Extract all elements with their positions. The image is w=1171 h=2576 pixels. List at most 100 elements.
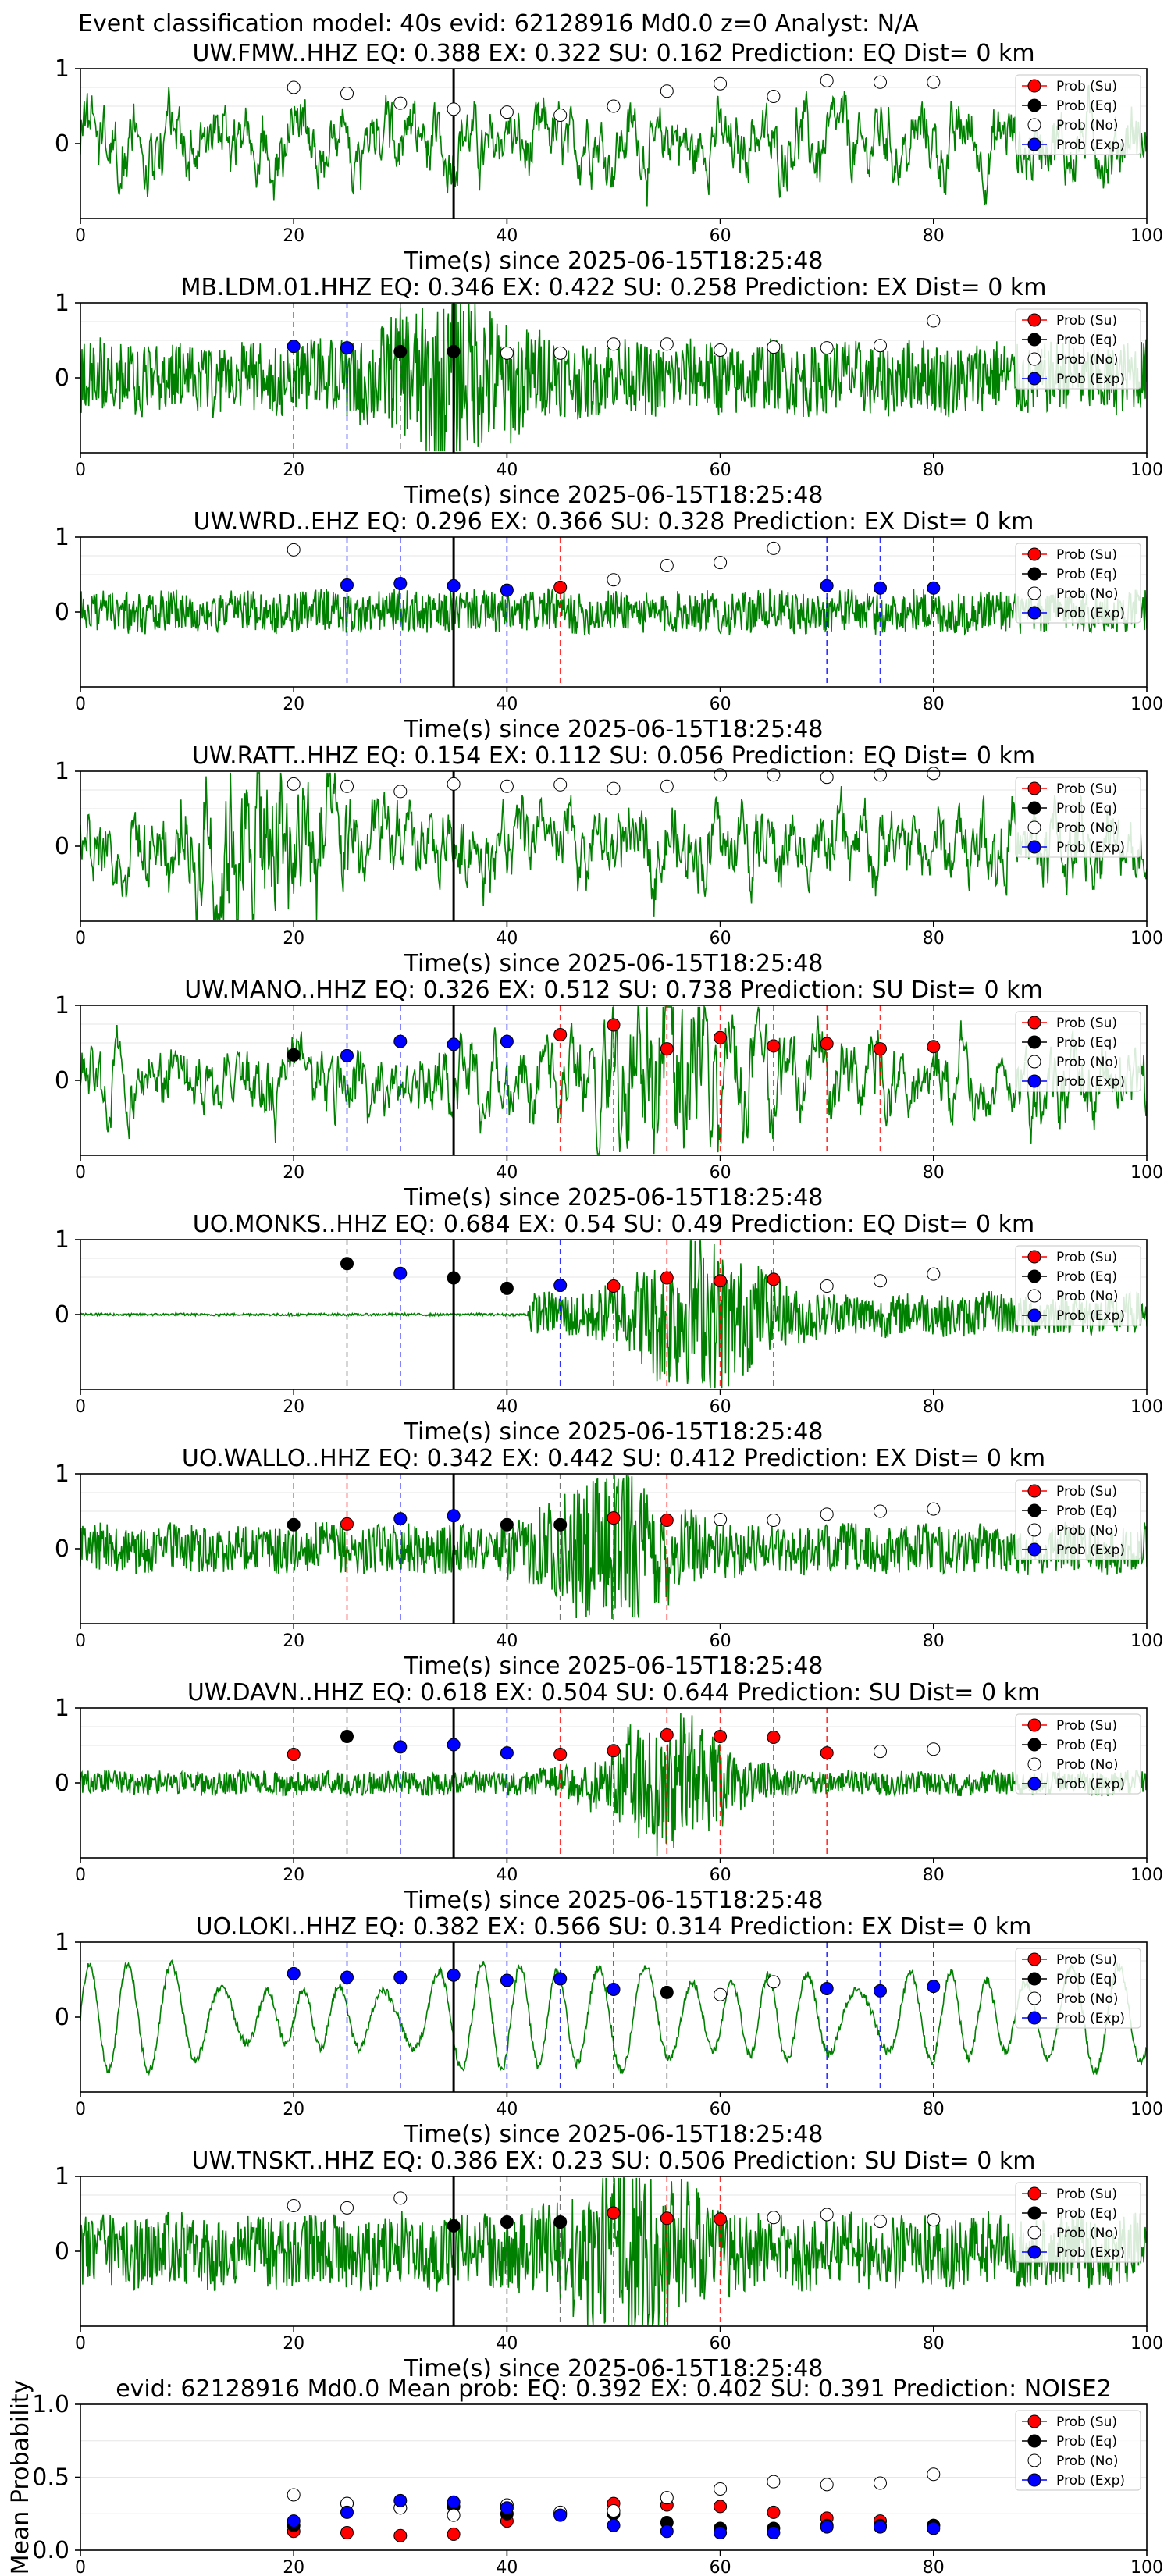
waveform-trace <box>80 588 1147 636</box>
x-tick-label: 20 <box>283 226 304 246</box>
y-tick-label: 1 <box>55 1929 69 1956</box>
prob-marker-no <box>714 76 728 91</box>
mean-prob-point-no <box>714 2482 728 2496</box>
legend-marker-exp <box>1027 1308 1041 1322</box>
y-tick-label: 1 <box>55 524 69 551</box>
prob-marker-eq <box>500 1281 514 1295</box>
prob-marker-no <box>874 2215 887 2229</box>
legend-label-exp: Prob (Exp) <box>1056 840 1125 856</box>
prob-marker-no <box>553 777 568 792</box>
prob-marker-eq <box>500 2215 514 2229</box>
prob-marker-su <box>820 1746 834 1760</box>
prob-marker-su <box>820 1037 834 1051</box>
prob-marker-eq <box>447 1271 461 1285</box>
legend-box <box>1015 543 1141 624</box>
legend-label-no: Prob (No) <box>1056 2226 1119 2241</box>
prob-marker-eq <box>393 344 408 358</box>
x-tick-label: 60 <box>710 2100 731 2119</box>
x-tick-label: 40 <box>496 1163 518 1183</box>
x-tick-label: 40 <box>496 1397 518 1417</box>
legend-box <box>1015 2410 1141 2491</box>
prob-marker-no <box>927 1502 941 1516</box>
legend-box <box>1015 74 1141 155</box>
legend-marker-eq <box>1027 1503 1041 1517</box>
legend-marker-exp <box>1027 137 1041 151</box>
y-tick-label: 0 <box>55 2238 69 2265</box>
chart-panel-7: UO.WALLO..HHZ EQ: 0.342 EX: 0.442 SU: 0.… <box>55 1445 1163 1680</box>
x-tick-label: 20 <box>283 695 304 714</box>
prob-marker-no <box>340 2201 354 2215</box>
legend-marker-su <box>1027 79 1041 93</box>
prob-marker-no <box>767 1514 781 1528</box>
x-tick-label: 0 <box>75 1397 86 1417</box>
y-tick-label: 1 <box>55 1695 69 1722</box>
prob-marker-no <box>927 1742 941 1756</box>
legend-box <box>1015 308 1141 390</box>
x-axis-label: Time(s) since 2025-06-15T18:25:48 <box>404 716 824 743</box>
prob-marker-exp <box>340 578 354 592</box>
legend-label-su: Prob (Su) <box>1056 547 1117 563</box>
prob-marker-no <box>393 785 408 799</box>
mean-prob-point-no <box>874 2476 887 2490</box>
x-tick-label: 100 <box>1130 1866 1163 1885</box>
prob-marker-no <box>393 2191 408 2205</box>
prob-marker-exp <box>927 581 941 595</box>
waveform-trace <box>80 304 1147 452</box>
x-tick-label: 100 <box>1130 1163 1163 1183</box>
prob-marker-no <box>767 541 781 555</box>
legend-marker-exp <box>1027 2011 1041 2025</box>
legend-label-eq: Prob (Eq) <box>1056 1738 1117 1753</box>
legend-label-su: Prob (Su) <box>1056 1484 1117 1500</box>
x-tick-label: 80 <box>923 1163 945 1183</box>
prob-marker-no <box>874 75 887 89</box>
y-tick-label: 0 <box>55 1770 69 1797</box>
mean-prob-point-no <box>660 2491 674 2505</box>
legend-marker-eq <box>1027 1972 1041 1986</box>
prob-marker-no <box>660 337 674 351</box>
x-tick-label: 60 <box>710 226 731 246</box>
y-tick-label: 0.0 <box>32 2537 69 2564</box>
prob-marker-su <box>660 2211 674 2226</box>
prob-marker-no <box>660 779 674 793</box>
legend-label-no: Prob (No) <box>1056 1523 1119 1539</box>
prob-marker-su <box>607 2206 621 2220</box>
mean-prob-point-exp <box>660 2524 674 2539</box>
legend-marker-exp <box>1027 1777 1041 1791</box>
prob-marker-no <box>874 1274 887 1288</box>
prob-marker-no <box>927 767 941 781</box>
panel-title: UW.DAVN..HHZ EQ: 0.618 EX: 0.504 SU: 0.6… <box>187 1679 1040 1706</box>
prob-marker-no <box>767 1975 781 1989</box>
x-tick-label: 80 <box>923 226 945 246</box>
legend-label-eq: Prob (Eq) <box>1056 1269 1117 1285</box>
prob-marker-su <box>660 1042 674 1056</box>
prob-marker-su <box>340 1517 354 1531</box>
x-tick-label: 80 <box>923 695 945 714</box>
legend-label-exp: Prob (Exp) <box>1056 606 1125 621</box>
y-tick-label: 1 <box>55 758 69 785</box>
prob-marker-exp <box>287 1966 301 1980</box>
mean-prob-point-no <box>820 2478 834 2492</box>
chart-panel-6: UO.MONKS..HHZ EQ: 0.684 EX: 0.54 SU: 0.4… <box>55 1211 1163 1446</box>
prob-marker-no <box>927 2213 941 2227</box>
legend-marker-su <box>1027 313 1041 327</box>
legend-marker-no <box>1027 2226 1041 2240</box>
panel-title: UW.TNSKT..HHZ EQ: 0.386 EX: 0.23 SU: 0.5… <box>191 2147 1035 2175</box>
legend-label-exp: Prob (Exp) <box>1056 2245 1125 2261</box>
mean-prob-point-no <box>607 2504 621 2518</box>
legend-label-no: Prob (No) <box>1056 1757 1119 1773</box>
prob-marker-exp <box>820 1982 834 1996</box>
legend-label-exp: Prob (Exp) <box>1056 2473 1125 2489</box>
prob-marker-no <box>500 779 514 793</box>
mean-prob-point-exp <box>553 2508 568 2522</box>
legend-marker-no <box>1027 1055 1041 1069</box>
legend-label-eq: Prob (Eq) <box>1056 1972 1117 1987</box>
prob-marker-no <box>714 343 728 357</box>
legend-marker-no <box>1027 352 1041 366</box>
mean-prob-point-su <box>393 2528 408 2542</box>
prob-marker-eq <box>287 1517 301 1532</box>
x-tick-label: 40 <box>496 2100 518 2119</box>
legend-marker-eq <box>1027 1035 1041 1049</box>
prob-marker-su <box>607 1511 621 1525</box>
legend-marker-exp <box>1027 1542 1041 1557</box>
